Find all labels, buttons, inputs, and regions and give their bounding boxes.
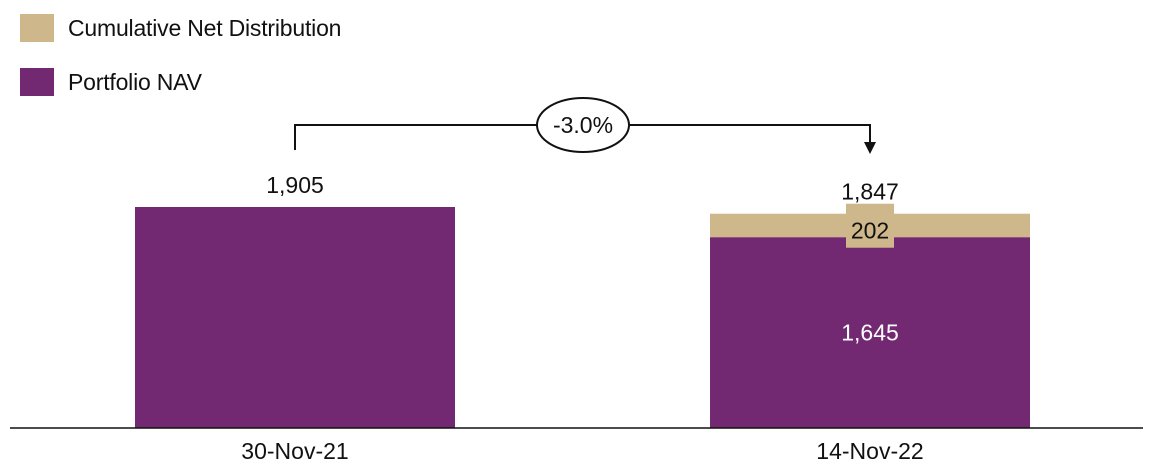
x-tick-label-1: 30-Nov-21 (241, 438, 348, 464)
bar-nav-1 (135, 207, 455, 428)
segment-label-distribution-2: 202 (851, 218, 889, 244)
legend-swatch-nav (20, 68, 54, 96)
legend-swatch-distribution (20, 14, 54, 42)
segment-label-nav-2: 1,645 (841, 320, 899, 346)
total-label-2: 1,847 (841, 179, 899, 205)
legend-item-nav: Portfolio NAV (20, 68, 202, 96)
x-tick-label-2: 14-Nov-22 (816, 438, 923, 464)
change-arrowhead (864, 142, 876, 154)
segment-label-bg-distribution-2 (846, 203, 894, 248)
legend-label-nav: Portfolio NAV (68, 68, 202, 95)
legend-label-distribution: Cumulative Net Distribution (68, 14, 342, 41)
change-annotation-label: -3.0% (553, 112, 613, 138)
total-label-1: 1,905 (266, 172, 324, 198)
change-ellipse (536, 97, 630, 153)
bar-nav-2 (710, 237, 1030, 428)
legend-item-distribution: Cumulative Net Distribution (20, 14, 341, 42)
